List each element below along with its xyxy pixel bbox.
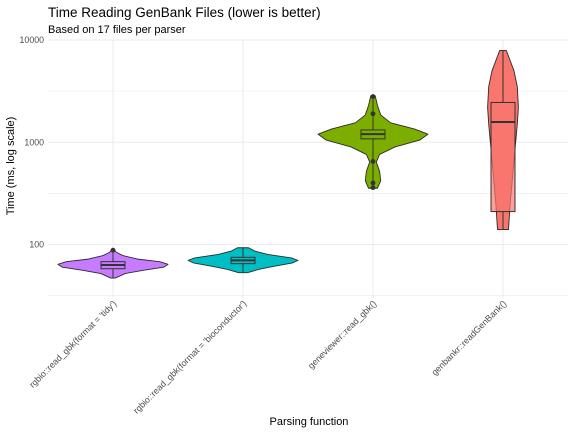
- x-tick-label: geneviewer::read_gbk(): [306, 298, 378, 370]
- outlier-point: [370, 158, 376, 164]
- outlier-point: [370, 111, 376, 117]
- x-tick-label: rgbio::read_gbk(format = 'tidy'): [27, 298, 118, 389]
- outlier-point: [370, 94, 376, 99]
- boxplots: [100, 50, 516, 279]
- x-axis-ticks: rgbio::read_gbk(format = 'tidy') rgbio::r…: [27, 298, 508, 415]
- y-axis-ticks: 100 1000 10000: [20, 35, 45, 250]
- y-tick-label: 100: [29, 240, 44, 250]
- x-axis-title: Parsing function: [270, 416, 349, 428]
- box: [490, 101, 516, 213]
- y-axis-title: Time (ms, log scale): [5, 117, 17, 216]
- x-tick-label: rgbio::read_gbk(format = 'bioconductor'): [131, 298, 248, 415]
- violins: [57, 50, 519, 279]
- y-tick-label: 10000: [20, 35, 45, 45]
- outlier-point: [110, 247, 116, 253]
- outlier-point: [370, 185, 376, 191]
- outlier-point: [370, 180, 376, 186]
- x-tick-label: genbankr::readGenBank(): [429, 298, 508, 377]
- y-tick-label: 1000: [24, 137, 44, 147]
- chart-subtitle: Based on 17 files per parser: [48, 24, 186, 36]
- chart-title: Time Reading GenBank Files (lower is bet…: [48, 5, 321, 20]
